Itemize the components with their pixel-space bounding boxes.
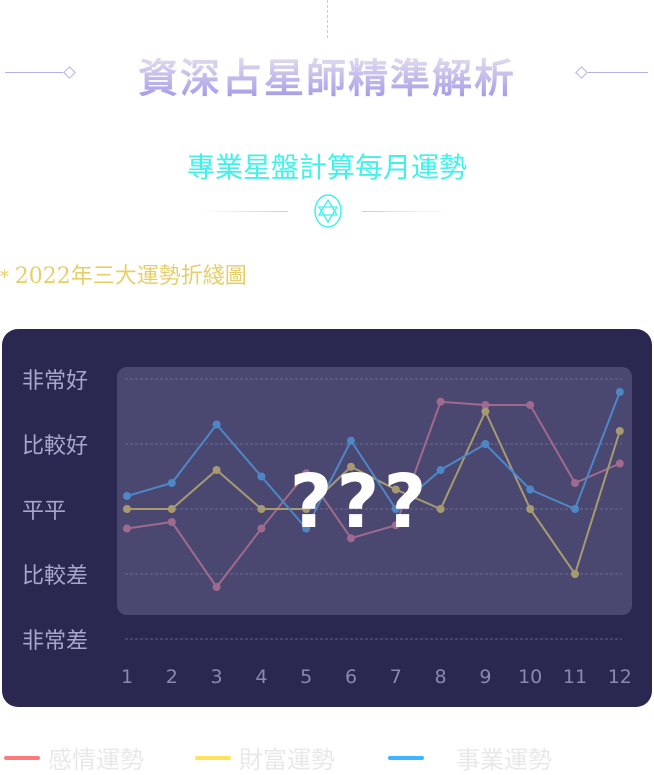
x-tick-label: 6 [345, 666, 357, 688]
data-point [167, 518, 176, 526]
divider-left [200, 211, 288, 212]
title-left-ornament [5, 72, 63, 73]
series-line-2 [126, 391, 621, 531]
data-point [302, 524, 311, 533]
legend-swatch [195, 755, 231, 760]
legend-swatch [388, 755, 424, 760]
data-point [526, 485, 535, 494]
data-point [615, 459, 624, 468]
data-point [302, 469, 311, 478]
legend-label: 感情運勢 [48, 746, 144, 774]
data-point [347, 436, 355, 445]
x-tick-label: 1 [121, 666, 133, 688]
data-point [257, 505, 266, 513]
star-of-david-icon [314, 194, 342, 228]
x-tick-label: 9 [479, 666, 491, 688]
x-tick-label: 12 [608, 666, 632, 688]
data-point [481, 401, 490, 409]
legend-item-love: 感情運勢 [4, 740, 144, 775]
data-point [167, 479, 176, 487]
title-right-ornament [588, 72, 648, 73]
asterisk-icon: * [0, 267, 15, 288]
data-point [436, 505, 445, 513]
x-tick-label: 2 [166, 666, 178, 688]
data-point [436, 397, 445, 406]
legend-label: 事業運勢 [456, 746, 552, 774]
data-point [123, 492, 131, 500]
data-point [571, 479, 579, 487]
series-line-1 [127, 409, 621, 577]
x-tick-label: 8 [435, 666, 447, 688]
top-dashed-line [327, 0, 328, 38]
section-title: * 2022年三大運勢折綫圖 [0, 258, 247, 290]
data-point [347, 462, 355, 471]
mystery-overlay-text: ??? [290, 459, 431, 545]
data-point [302, 505, 311, 513]
data-point [167, 505, 176, 513]
subtitle: 專業星盤計算每月運勢 [186, 151, 467, 184]
page-title: 資深占星師精準解析 [0, 46, 654, 104]
data-point [615, 388, 624, 396]
data-point [391, 521, 400, 530]
x-tick-label: 10 [518, 666, 542, 688]
data-point [571, 570, 579, 578]
data-point [212, 420, 221, 429]
y-tick-label: 比較好 [22, 434, 88, 459]
data-point [526, 401, 535, 409]
data-point [481, 407, 490, 416]
legend-swatch [4, 755, 40, 760]
section-title-text: 2022年三大運勢折綫圖 [14, 264, 247, 289]
data-point [347, 534, 355, 543]
y-tick-label: 平平 [22, 499, 66, 524]
data-point [391, 505, 400, 513]
data-point [436, 466, 445, 474]
data-point [257, 472, 266, 481]
data-point [391, 485, 400, 494]
legend-label: 財富運勢 [239, 746, 335, 774]
x-tick-label: 5 [300, 666, 312, 688]
x-tick-label: 11 [563, 666, 587, 688]
data-point [571, 505, 579, 513]
data-point [212, 466, 221, 474]
y-tick-label: 非常好 [22, 369, 88, 394]
data-point [123, 505, 131, 513]
data-point [615, 427, 624, 435]
chart-highlight-panel [117, 367, 632, 615]
legend-item-wealth: 財富運勢 [195, 740, 335, 775]
data-point [526, 505, 535, 513]
data-point [123, 524, 131, 533]
data-point [212, 583, 221, 591]
data-point [257, 524, 266, 533]
data-point [481, 440, 490, 448]
divider-right [362, 211, 450, 212]
legend-item-career: 事業運勢 [388, 740, 552, 775]
x-tick-label: 3 [211, 666, 223, 688]
x-tick-label: 4 [255, 666, 267, 688]
y-tick-label: 非常差 [22, 629, 88, 654]
x-tick-label: 7 [390, 666, 402, 688]
series-line-0 [126, 400, 621, 589]
y-tick-label: 比較差 [22, 564, 88, 589]
